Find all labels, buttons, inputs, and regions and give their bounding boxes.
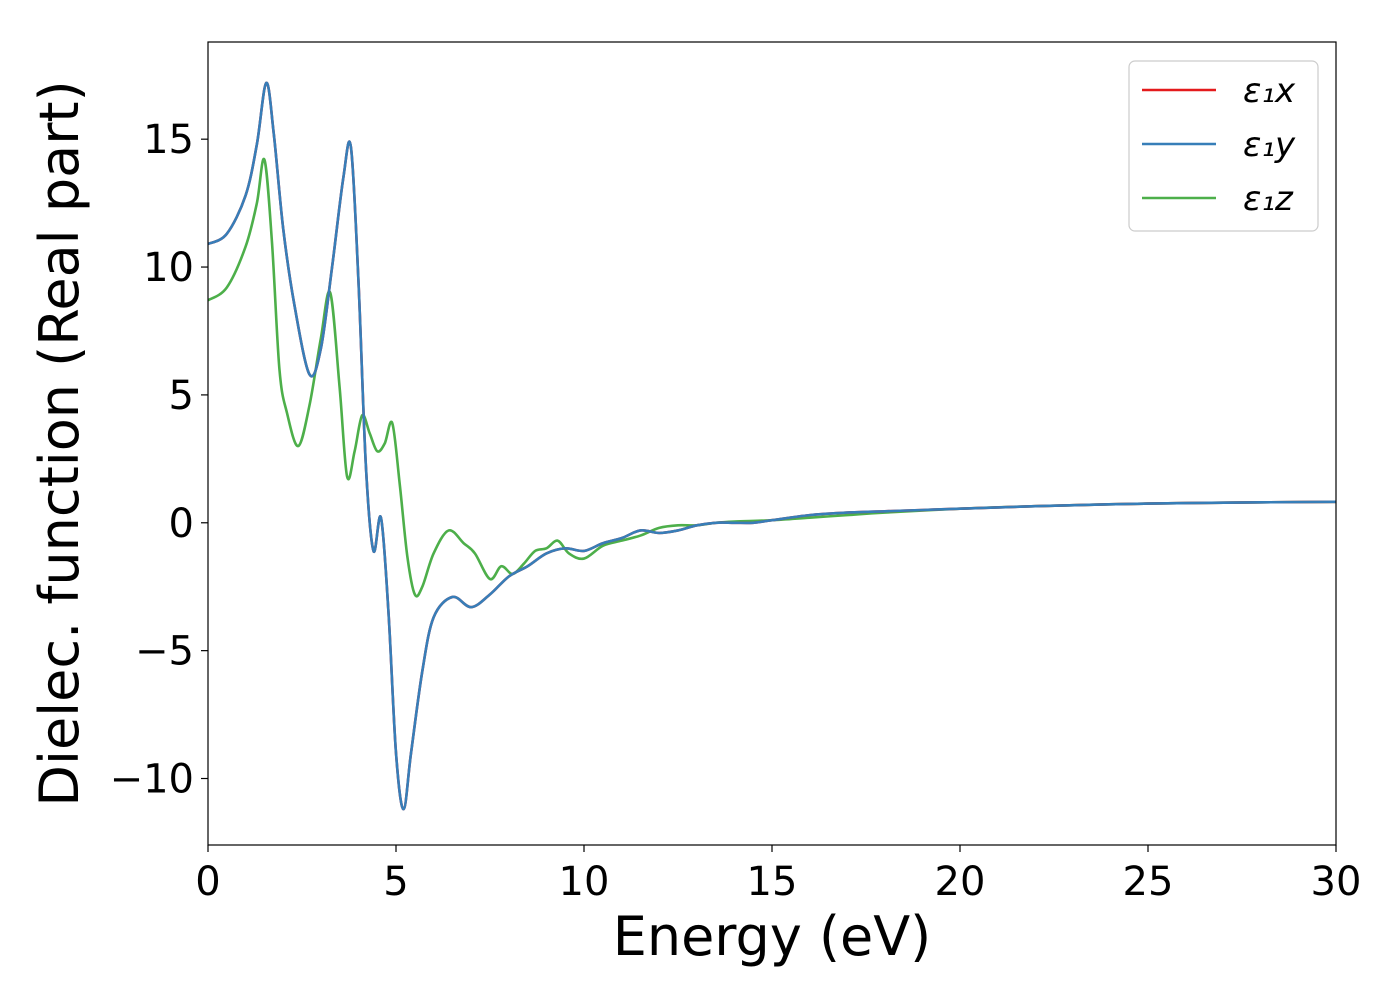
- x-tick-label: 5: [383, 859, 408, 905]
- y-axis-title: Dielec. function (Real part): [28, 80, 91, 806]
- x-tick-label: 10: [559, 859, 610, 905]
- x-tick-label: 0: [195, 859, 220, 905]
- y-tick-label: 0: [169, 501, 194, 547]
- legend-box: [1128, 60, 1319, 232]
- x-tick-label: 25: [1123, 859, 1174, 905]
- y-tick-label: 5: [169, 373, 194, 419]
- legend: ε₁x ε₁y ε₁z: [1128, 60, 1319, 232]
- y-axis-ticks: −10 −5 0 5 10 15: [110, 117, 208, 803]
- y-tick-label: 10: [143, 245, 194, 291]
- x-tick-label: 30: [1311, 859, 1362, 905]
- x-tick-label: 20: [935, 859, 986, 905]
- y-tick-label: 15: [143, 117, 194, 163]
- x-axis-title: Energy (eV): [613, 905, 932, 968]
- x-axis-ticks: 0 5 10 15 20 25 30: [195, 845, 1361, 905]
- plot-lines: [208, 81, 1336, 811]
- legend-label: ε₁y: [1243, 125, 1296, 165]
- y-tick-label: −5: [135, 629, 194, 675]
- x-tick-label: 15: [747, 859, 798, 905]
- legend-label: ε₁z: [1243, 179, 1294, 219]
- series-line-1: [208, 81, 1336, 811]
- y-tick-label: −10: [110, 757, 194, 803]
- legend-label: ε₁x: [1243, 71, 1296, 111]
